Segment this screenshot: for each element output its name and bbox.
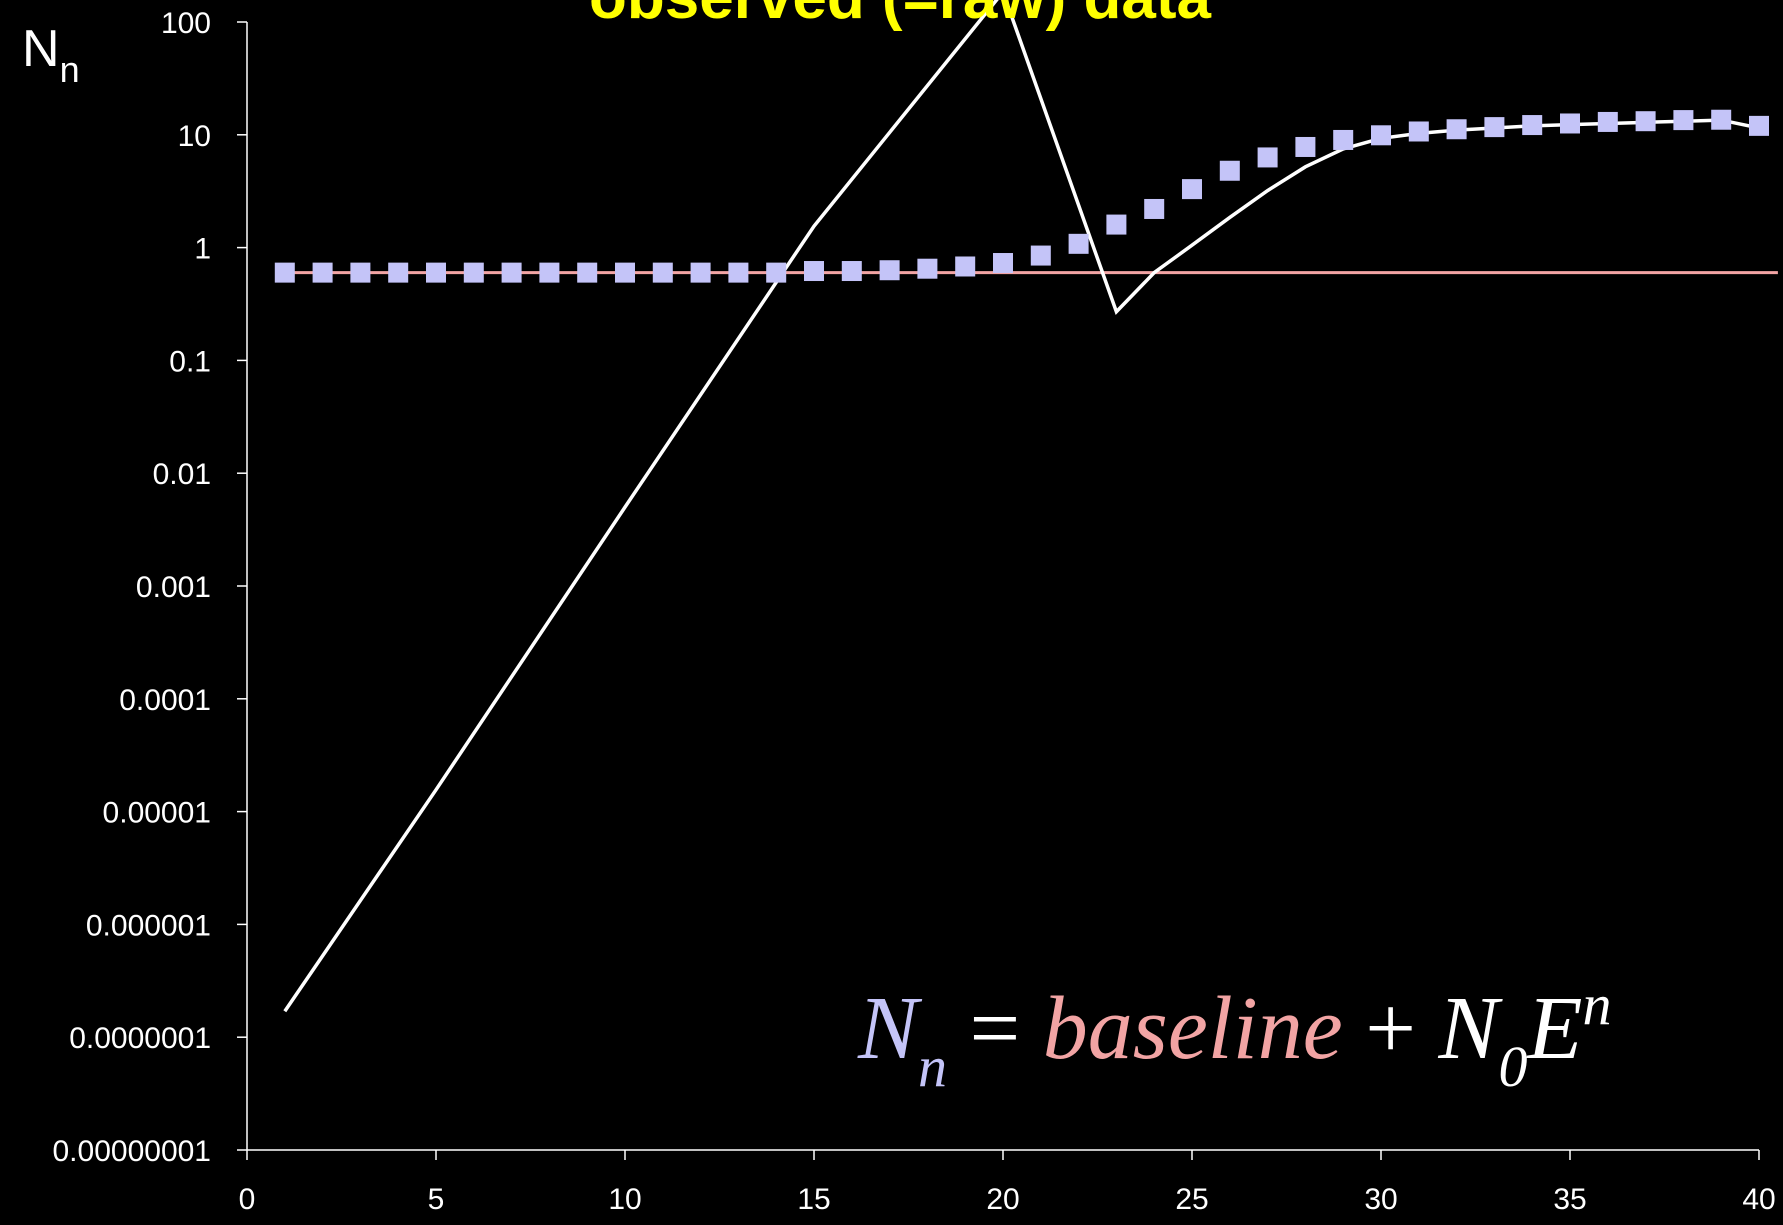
formula-n-subscript: n: [918, 1034, 947, 1099]
x-tick-label: 15: [797, 1183, 830, 1216]
data-point: [1711, 109, 1732, 130]
data-point: [804, 261, 824, 282]
data-point: [1144, 198, 1165, 219]
data-point: [615, 262, 635, 283]
data-point: [501, 262, 522, 283]
formula-zero-subscript: 0: [1499, 1034, 1528, 1099]
data-point: [1257, 147, 1278, 168]
y-tick-label: 0.001: [136, 571, 211, 604]
x-tick-label: 20: [986, 1183, 1019, 1216]
formula-annotation: Nn = baseline + N0En: [857, 972, 1612, 1099]
y-axis-label-sub: n: [60, 49, 80, 90]
y-tick-label: 0.00001: [103, 797, 211, 830]
y-tick-label: 1: [194, 233, 211, 266]
data-point: [1106, 214, 1127, 235]
formula-baseline: baseline: [1043, 979, 1343, 1078]
data-point: [652, 262, 673, 283]
data-point: [577, 262, 598, 283]
x-tick-label: 0: [239, 1183, 256, 1216]
data-point: [1408, 121, 1429, 142]
formula-plus: +: [1343, 979, 1439, 1078]
y-tick-label: 10: [178, 120, 211, 153]
data-point: [1295, 136, 1316, 157]
x-tick-label: 25: [1175, 1183, 1208, 1216]
y-tick-label: 0.1: [169, 345, 211, 378]
y-tick-label: 0.0000001: [69, 1022, 211, 1055]
data-point: [350, 262, 371, 283]
data-point: [993, 253, 1013, 274]
data-point: [1371, 125, 1391, 146]
series-group: [274, 0, 1778, 1013]
formula-N: N: [857, 979, 923, 1078]
data-point: [463, 262, 484, 283]
formula-equals: =: [947, 979, 1043, 1078]
x-tick-label: 40: [1742, 1183, 1775, 1216]
tick-labels: 1001010.10.010.0010.00010.000010.0000010…: [53, 7, 1776, 1216]
x-tick-label: 35: [1553, 1183, 1586, 1216]
y-tick-label: 0.00000001: [53, 1135, 212, 1168]
data-point: [841, 261, 862, 282]
data-point: [728, 262, 749, 283]
data-point: [1597, 111, 1618, 132]
data-point: [1673, 110, 1694, 131]
data-point: [274, 262, 295, 283]
data-point: [388, 262, 409, 283]
formula-E: E: [1526, 979, 1583, 1078]
data-point: [1068, 233, 1089, 254]
data-point: [766, 262, 787, 283]
model-curve: [283, 0, 1760, 1013]
data-point: [1522, 115, 1543, 136]
data-point: [955, 256, 976, 277]
data-point: [1182, 179, 1202, 200]
x-tick-label: 10: [608, 1183, 641, 1216]
y-tick-label: 0.01: [153, 458, 211, 491]
formula-N0: N: [1438, 979, 1504, 1078]
x-tick-label: 30: [1364, 1183, 1397, 1216]
data-point: [1030, 245, 1051, 266]
data-point: [312, 262, 333, 283]
chart-title: observed (=raw) data: [589, 0, 1211, 32]
data-point: [1560, 113, 1580, 134]
data-point: [690, 262, 711, 283]
axes: [237, 21, 1760, 1160]
data-point: [1635, 111, 1656, 132]
data-point: [1333, 129, 1354, 150]
data-point: [1749, 115, 1769, 136]
formula-n-superscript: n: [1583, 972, 1612, 1037]
data-point: [539, 262, 560, 283]
y-axis-label-main: N: [22, 20, 60, 78]
data-point: [917, 258, 938, 279]
y-axis-label: Nn: [22, 20, 80, 90]
x-tick-label: 5: [428, 1183, 445, 1216]
data-point: [1484, 117, 1505, 138]
data-point: [879, 260, 900, 281]
y-tick-label: 0.000001: [86, 909, 211, 942]
data-point: [1219, 160, 1240, 181]
data-point: [426, 262, 446, 283]
y-tick-label: 0.0001: [119, 684, 211, 717]
y-tick-label: 100: [161, 7, 211, 40]
data-point: [1446, 119, 1467, 140]
